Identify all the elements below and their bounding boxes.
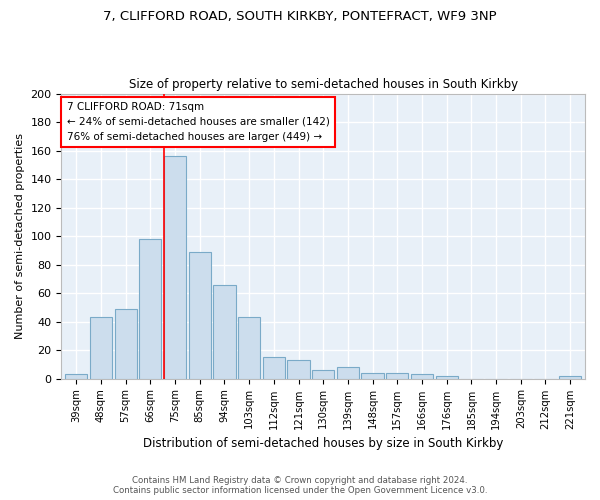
Bar xyxy=(90,318,112,378)
Text: 7 CLIFFORD ROAD: 71sqm
← 24% of semi-detached houses are smaller (142)
76% of se: 7 CLIFFORD ROAD: 71sqm ← 24% of semi-det… xyxy=(67,102,329,142)
Text: 7, CLIFFORD ROAD, SOUTH KIRKBY, PONTEFRACT, WF9 3NP: 7, CLIFFORD ROAD, SOUTH KIRKBY, PONTEFRA… xyxy=(103,10,497,23)
Bar xyxy=(213,284,236,378)
Bar xyxy=(411,374,433,378)
X-axis label: Distribution of semi-detached houses by size in South Kirkby: Distribution of semi-detached houses by … xyxy=(143,437,503,450)
Bar xyxy=(115,308,137,378)
Bar xyxy=(287,360,310,378)
Bar xyxy=(164,156,186,378)
Y-axis label: Number of semi-detached properties: Number of semi-detached properties xyxy=(15,133,25,339)
Bar xyxy=(559,376,581,378)
Bar xyxy=(337,367,359,378)
Bar xyxy=(238,318,260,378)
Bar xyxy=(361,373,384,378)
Bar xyxy=(263,357,285,378)
Title: Size of property relative to semi-detached houses in South Kirkby: Size of property relative to semi-detach… xyxy=(128,78,518,91)
Bar xyxy=(139,239,161,378)
Bar xyxy=(436,376,458,378)
Bar xyxy=(386,373,409,378)
Bar xyxy=(188,252,211,378)
Text: Contains HM Land Registry data © Crown copyright and database right 2024.
Contai: Contains HM Land Registry data © Crown c… xyxy=(113,476,487,495)
Bar xyxy=(65,374,88,378)
Bar xyxy=(312,370,334,378)
